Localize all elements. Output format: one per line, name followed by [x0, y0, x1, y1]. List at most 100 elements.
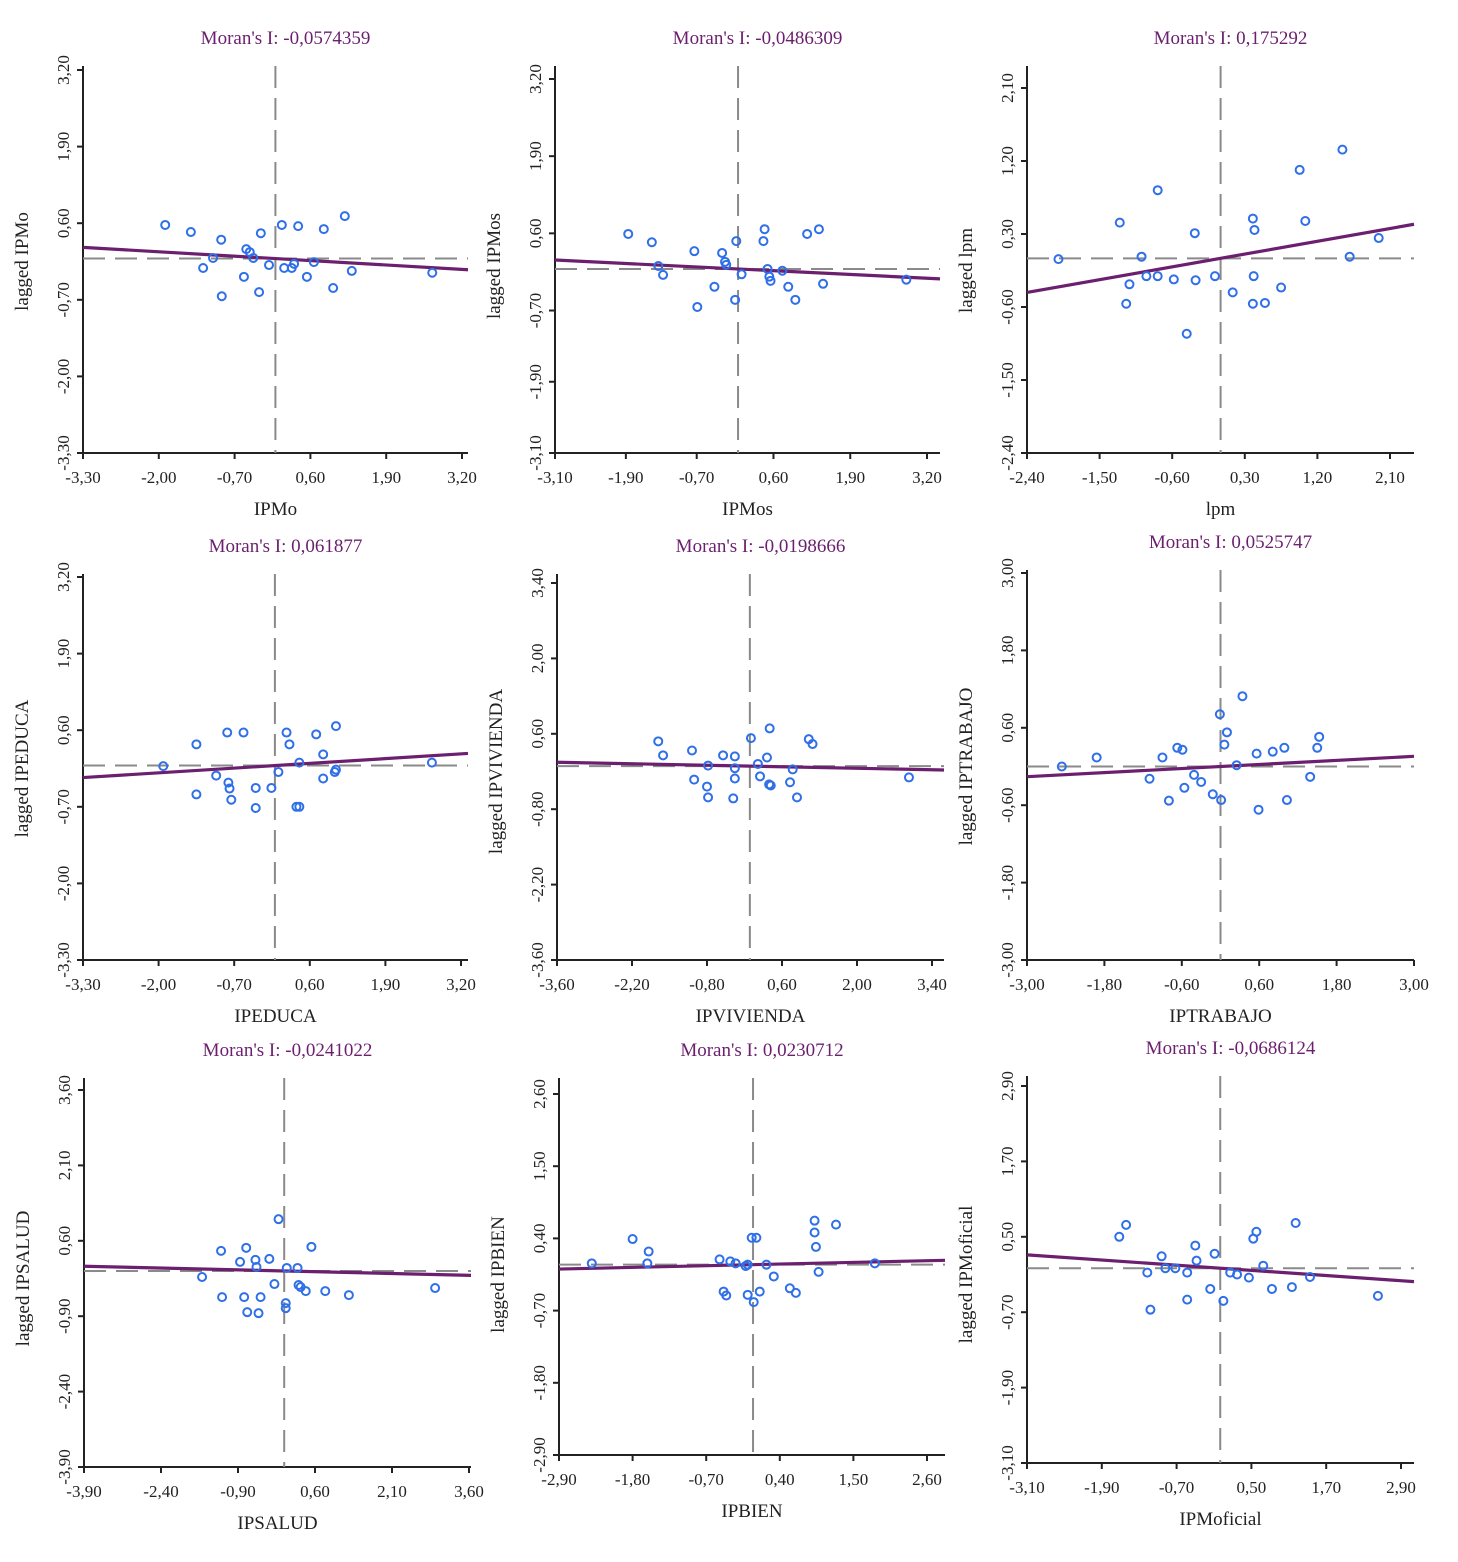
x-tick-label: -1,50	[1082, 468, 1117, 487]
data-point	[311, 729, 322, 740]
data-point	[1091, 752, 1102, 763]
y-tick-label: -3,10	[526, 435, 545, 470]
data-point	[1209, 1248, 1220, 1259]
x-tick-label: -3,30	[65, 975, 100, 994]
data-point	[191, 789, 202, 800]
data-point	[281, 1262, 292, 1273]
data-point	[765, 780, 776, 791]
x-axis-label: IPEDUCA	[234, 1006, 317, 1027]
x-tick-label: -3,00	[1009, 975, 1044, 994]
data-point	[1114, 1231, 1125, 1242]
data-point	[1337, 144, 1348, 155]
data-point	[809, 1227, 820, 1238]
data-point	[1121, 298, 1132, 309]
x-tick-label: 2,10	[1375, 468, 1405, 487]
data-point	[1237, 691, 1248, 702]
data-point	[1142, 1267, 1153, 1278]
regression-line	[82, 751, 469, 780]
data-point	[729, 763, 740, 774]
chart-panel-4: Moran's I: 0,061877 -3,30 -2,00 -0,70 0,60 1,…	[12, 536, 476, 1027]
data-point	[1312, 742, 1323, 753]
y-tick-label: 0,30	[998, 219, 1017, 249]
data-point	[222, 727, 233, 738]
x-tick-label: -2,20	[614, 975, 649, 994]
x-tick-label: 1,70	[1311, 1478, 1341, 1497]
data-point	[646, 237, 657, 248]
x-tick-label: 3,20	[912, 468, 942, 487]
data-point	[1191, 1255, 1202, 1266]
data-point	[1172, 742, 1183, 753]
y-axis-label: lagged IPMo	[12, 212, 33, 311]
data-point	[1227, 287, 1238, 298]
data-point	[1243, 1272, 1254, 1283]
x-tick-label: -2,00	[141, 975, 176, 994]
y-tick-label: -3,30	[54, 435, 73, 470]
y-tick-label: 3,00	[998, 558, 1017, 588]
y-tick-label: 2,10	[998, 73, 1017, 103]
data-point	[1218, 1295, 1229, 1306]
data-point	[1305, 771, 1316, 782]
data-point	[1157, 752, 1168, 763]
data-point	[1276, 282, 1287, 293]
data-point	[1286, 1282, 1297, 1293]
data-point	[653, 736, 664, 747]
data-point	[238, 727, 249, 738]
data-point	[813, 224, 824, 235]
data-point	[731, 236, 742, 247]
x-axis-label: IPTRABAJO	[1169, 1006, 1271, 1027]
data-point	[320, 1286, 331, 1297]
data-point	[308, 257, 319, 268]
y-tick-label: 2,00	[528, 644, 547, 674]
data-point	[251, 1261, 262, 1272]
y-tick-label: -0,60	[998, 289, 1017, 324]
data-point	[730, 294, 741, 305]
data-point	[1314, 731, 1325, 742]
data-point	[224, 783, 235, 794]
data-point	[1145, 1304, 1156, 1315]
data-point	[1163, 795, 1174, 806]
data-point	[718, 750, 729, 761]
chart-panel-3: Moran's I: 0,175292 -2,40 -1,50 -0,60 0,30 1,…	[956, 28, 1415, 520]
data-point	[1196, 776, 1207, 787]
y-axis-label: lagged IPVIVIENDA	[486, 689, 507, 854]
y-axis-label: lagged IPTRABAJO	[956, 688, 977, 846]
y-tick-label: 0,50	[998, 1222, 1017, 1252]
data-point	[748, 1297, 759, 1308]
data-point	[330, 721, 341, 732]
y-tick-label: -2,20	[528, 867, 547, 902]
data-point	[1372, 1290, 1383, 1301]
chart-panel-7: Moran's I: -0,0241022 -3,90 -2,40 -0,90 0,60…	[13, 1040, 484, 1534]
data-point	[687, 745, 697, 756]
data-point	[216, 1245, 227, 1256]
chart-title: Moran's I: -0,0486309	[673, 28, 843, 49]
chart-panel-1: Moran's I: -0,0574359 -3,30 -2,00 -0,70 0,60…	[12, 28, 477, 520]
y-tick-label: -0,70	[54, 789, 73, 824]
data-point	[784, 1283, 795, 1294]
x-tick-label: -3,60	[539, 975, 574, 994]
y-tick-label: 0,40	[530, 1224, 549, 1254]
data-point	[658, 269, 669, 280]
data-point	[211, 770, 222, 781]
data-point	[714, 1254, 725, 1265]
data-point	[343, 1290, 354, 1301]
y-axis-label: lagged IPMos	[484, 213, 505, 319]
regression-line	[556, 760, 945, 772]
data-point	[266, 782, 277, 793]
x-tick-label: -2,00	[141, 468, 176, 487]
data-point	[790, 1287, 801, 1298]
y-tick-label: 3,20	[526, 64, 545, 94]
data-point	[1179, 782, 1190, 793]
data-point	[216, 291, 227, 302]
data-point	[198, 262, 209, 273]
y-tick-label: 0,60	[54, 715, 73, 745]
x-tick-label: -0,70	[216, 975, 251, 994]
data-point	[318, 773, 329, 784]
data-point	[807, 739, 818, 750]
x-tick-label: 2,60	[912, 1470, 942, 1489]
data-point	[255, 228, 266, 239]
data-point	[736, 269, 747, 280]
data-point	[1279, 742, 1290, 753]
data-point	[754, 1286, 765, 1297]
y-tick-label: 1,70	[998, 1147, 1017, 1177]
x-tick-label: -0,60	[1154, 468, 1189, 487]
